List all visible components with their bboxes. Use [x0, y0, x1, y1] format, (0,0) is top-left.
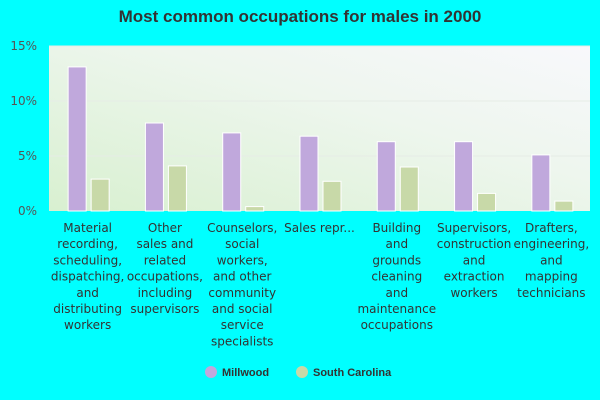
bar-south-carolina	[399, 166, 419, 212]
category-label: Other sales and related occupations, includi…	[127, 221, 203, 316]
category-label: Drafters, engineering, and mapping technicia…	[514, 221, 590, 300]
bar-millwood	[376, 141, 396, 212]
bar-south-carolina	[322, 180, 342, 212]
legend-swatch	[296, 366, 308, 378]
category-label: Sales repr...	[284, 221, 355, 235]
bar-millwood	[144, 122, 164, 212]
bar-millwood	[222, 132, 242, 212]
y-tick-label: 5%	[18, 149, 37, 163]
bar-millwood	[299, 135, 319, 212]
y-tick-label: 0%	[18, 204, 37, 218]
legend: Millwood South Carolina	[205, 366, 392, 379]
plot-area	[49, 46, 590, 211]
y-tick-label: 15%	[10, 39, 37, 53]
bar-south-carolina	[167, 165, 187, 212]
legend-swatch	[205, 366, 217, 378]
bar-south-carolina	[477, 192, 497, 212]
y-axis-ticks: 0% 5% 10% 15%	[10, 39, 37, 218]
chart-title: Most common occupations for males in 200…	[118, 7, 482, 26]
bar-millwood	[454, 141, 474, 212]
gridlines	[49, 45, 590, 157]
legend-label: South Carolina	[313, 367, 392, 379]
bar-south-carolina	[90, 178, 110, 212]
bar-millwood	[67, 66, 87, 212]
bar-millwood	[531, 154, 551, 212]
category-label: Counselors, social workers, and other commun…	[207, 221, 277, 348]
bar-south-carolina	[245, 206, 265, 212]
category-label: Material recording, scheduling, dispatching…	[51, 221, 124, 332]
category-labels: Material recording, scheduling, dispatching…	[51, 221, 589, 348]
bar-south-carolina	[554, 200, 574, 212]
bars	[67, 66, 574, 212]
legend-label: Millwood	[222, 367, 269, 379]
y-tick-label: 10%	[10, 94, 37, 108]
category-label: Supervisors, construction and extraction wor…	[437, 221, 512, 300]
category-label: Building and grounds cleaning and maintenance…	[357, 221, 436, 332]
